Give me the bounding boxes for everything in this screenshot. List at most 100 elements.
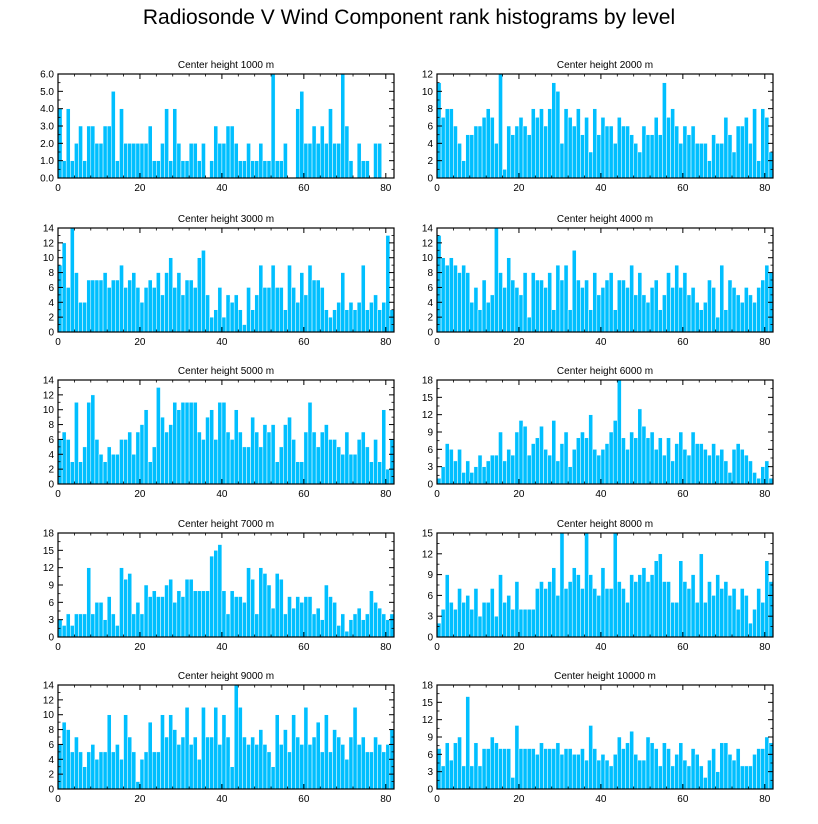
bar — [340, 73, 346, 179]
bar — [258, 567, 264, 638]
bar — [340, 613, 346, 638]
bar — [551, 567, 557, 638]
bar — [307, 402, 313, 485]
bar — [514, 581, 520, 638]
bar — [389, 309, 395, 333]
bar — [303, 707, 309, 790]
bar — [147, 596, 153, 638]
bar — [698, 143, 704, 179]
y-tick-label: 10 — [43, 710, 55, 721]
bar — [344, 759, 350, 790]
bar — [352, 309, 358, 333]
bar — [645, 437, 651, 485]
bar — [637, 151, 643, 179]
bar — [584, 532, 589, 638]
bar — [658, 437, 663, 485]
bar — [229, 125, 235, 179]
bar — [707, 581, 712, 638]
bar — [748, 622, 753, 638]
bar — [477, 765, 483, 790]
y-tick-label: 12 — [43, 563, 55, 574]
bar — [332, 143, 337, 179]
y-tick-label: 4 — [427, 298, 433, 309]
bar — [201, 143, 206, 179]
x-tick-label: 60 — [677, 794, 689, 805]
bar — [238, 309, 243, 333]
bar — [213, 707, 219, 790]
bar — [279, 287, 284, 333]
bar — [502, 169, 507, 179]
bar — [641, 567, 647, 638]
bar — [180, 160, 186, 179]
bar — [373, 736, 378, 790]
bar — [324, 424, 329, 485]
bar — [731, 759, 737, 790]
bar — [670, 460, 675, 485]
bar — [617, 379, 622, 485]
bar — [291, 287, 296, 333]
bar — [221, 402, 227, 485]
bar — [645, 581, 651, 638]
bar — [449, 257, 454, 333]
bar — [156, 596, 161, 638]
bar — [707, 759, 712, 790]
bar — [254, 431, 260, 485]
bar — [262, 287, 268, 333]
bar — [612, 309, 618, 333]
bar — [119, 567, 124, 638]
x-tick-label: 20 — [513, 794, 525, 805]
bar — [596, 595, 602, 638]
bar — [449, 108, 454, 179]
bar — [160, 143, 165, 179]
bar — [629, 264, 634, 333]
bar — [106, 287, 112, 333]
x-tick-label: 60 — [677, 642, 689, 653]
bar — [490, 294, 495, 333]
bar — [522, 272, 528, 333]
bar — [621, 437, 626, 485]
y-tick-label: 2 — [48, 465, 54, 476]
bar — [596, 294, 602, 333]
bar — [74, 402, 79, 485]
bar — [315, 721, 321, 790]
y-tick-label: 12 — [422, 70, 434, 81]
bar — [377, 744, 382, 790]
bar — [621, 125, 626, 179]
bar — [694, 302, 700, 333]
bar — [303, 596, 309, 638]
bar — [645, 736, 651, 790]
bar — [111, 751, 116, 790]
y-tick-label: 8 — [427, 104, 433, 115]
bar — [612, 143, 618, 179]
bar — [172, 602, 178, 638]
panel-title: Center height 6000 m — [557, 366, 653, 377]
bar — [299, 744, 305, 790]
bar — [641, 125, 647, 179]
x-tick-label: 40 — [216, 183, 228, 194]
y-tick-label: 6 — [48, 740, 54, 751]
y-tick-label: 8 — [48, 268, 54, 279]
bar — [674, 754, 680, 790]
bar — [287, 596, 292, 638]
bar — [139, 613, 145, 638]
panel-1: Center height 1000 m 0 20 40 60 80 0.0 1.0 2.0 3.… — [40, 60, 395, 194]
bar — [319, 125, 325, 179]
x-tick-label: 80 — [759, 794, 771, 805]
bar — [164, 736, 169, 790]
bar — [262, 424, 268, 485]
bar — [703, 302, 708, 333]
bar — [461, 602, 466, 638]
bar — [653, 117, 659, 179]
y-tick-label: 6 — [427, 591, 433, 602]
x-tick-label: 0 — [434, 183, 440, 194]
bar — [258, 264, 264, 333]
x-tick-label: 0 — [55, 642, 61, 653]
x-tick-label: 80 — [380, 489, 392, 500]
panel-title: Center height 7000 m — [178, 519, 274, 530]
bar — [315, 143, 321, 179]
bar — [180, 736, 186, 790]
bar — [385, 468, 391, 485]
y-tick-label: 5.0 — [40, 87, 54, 98]
bar — [490, 454, 495, 485]
bar — [539, 108, 544, 179]
